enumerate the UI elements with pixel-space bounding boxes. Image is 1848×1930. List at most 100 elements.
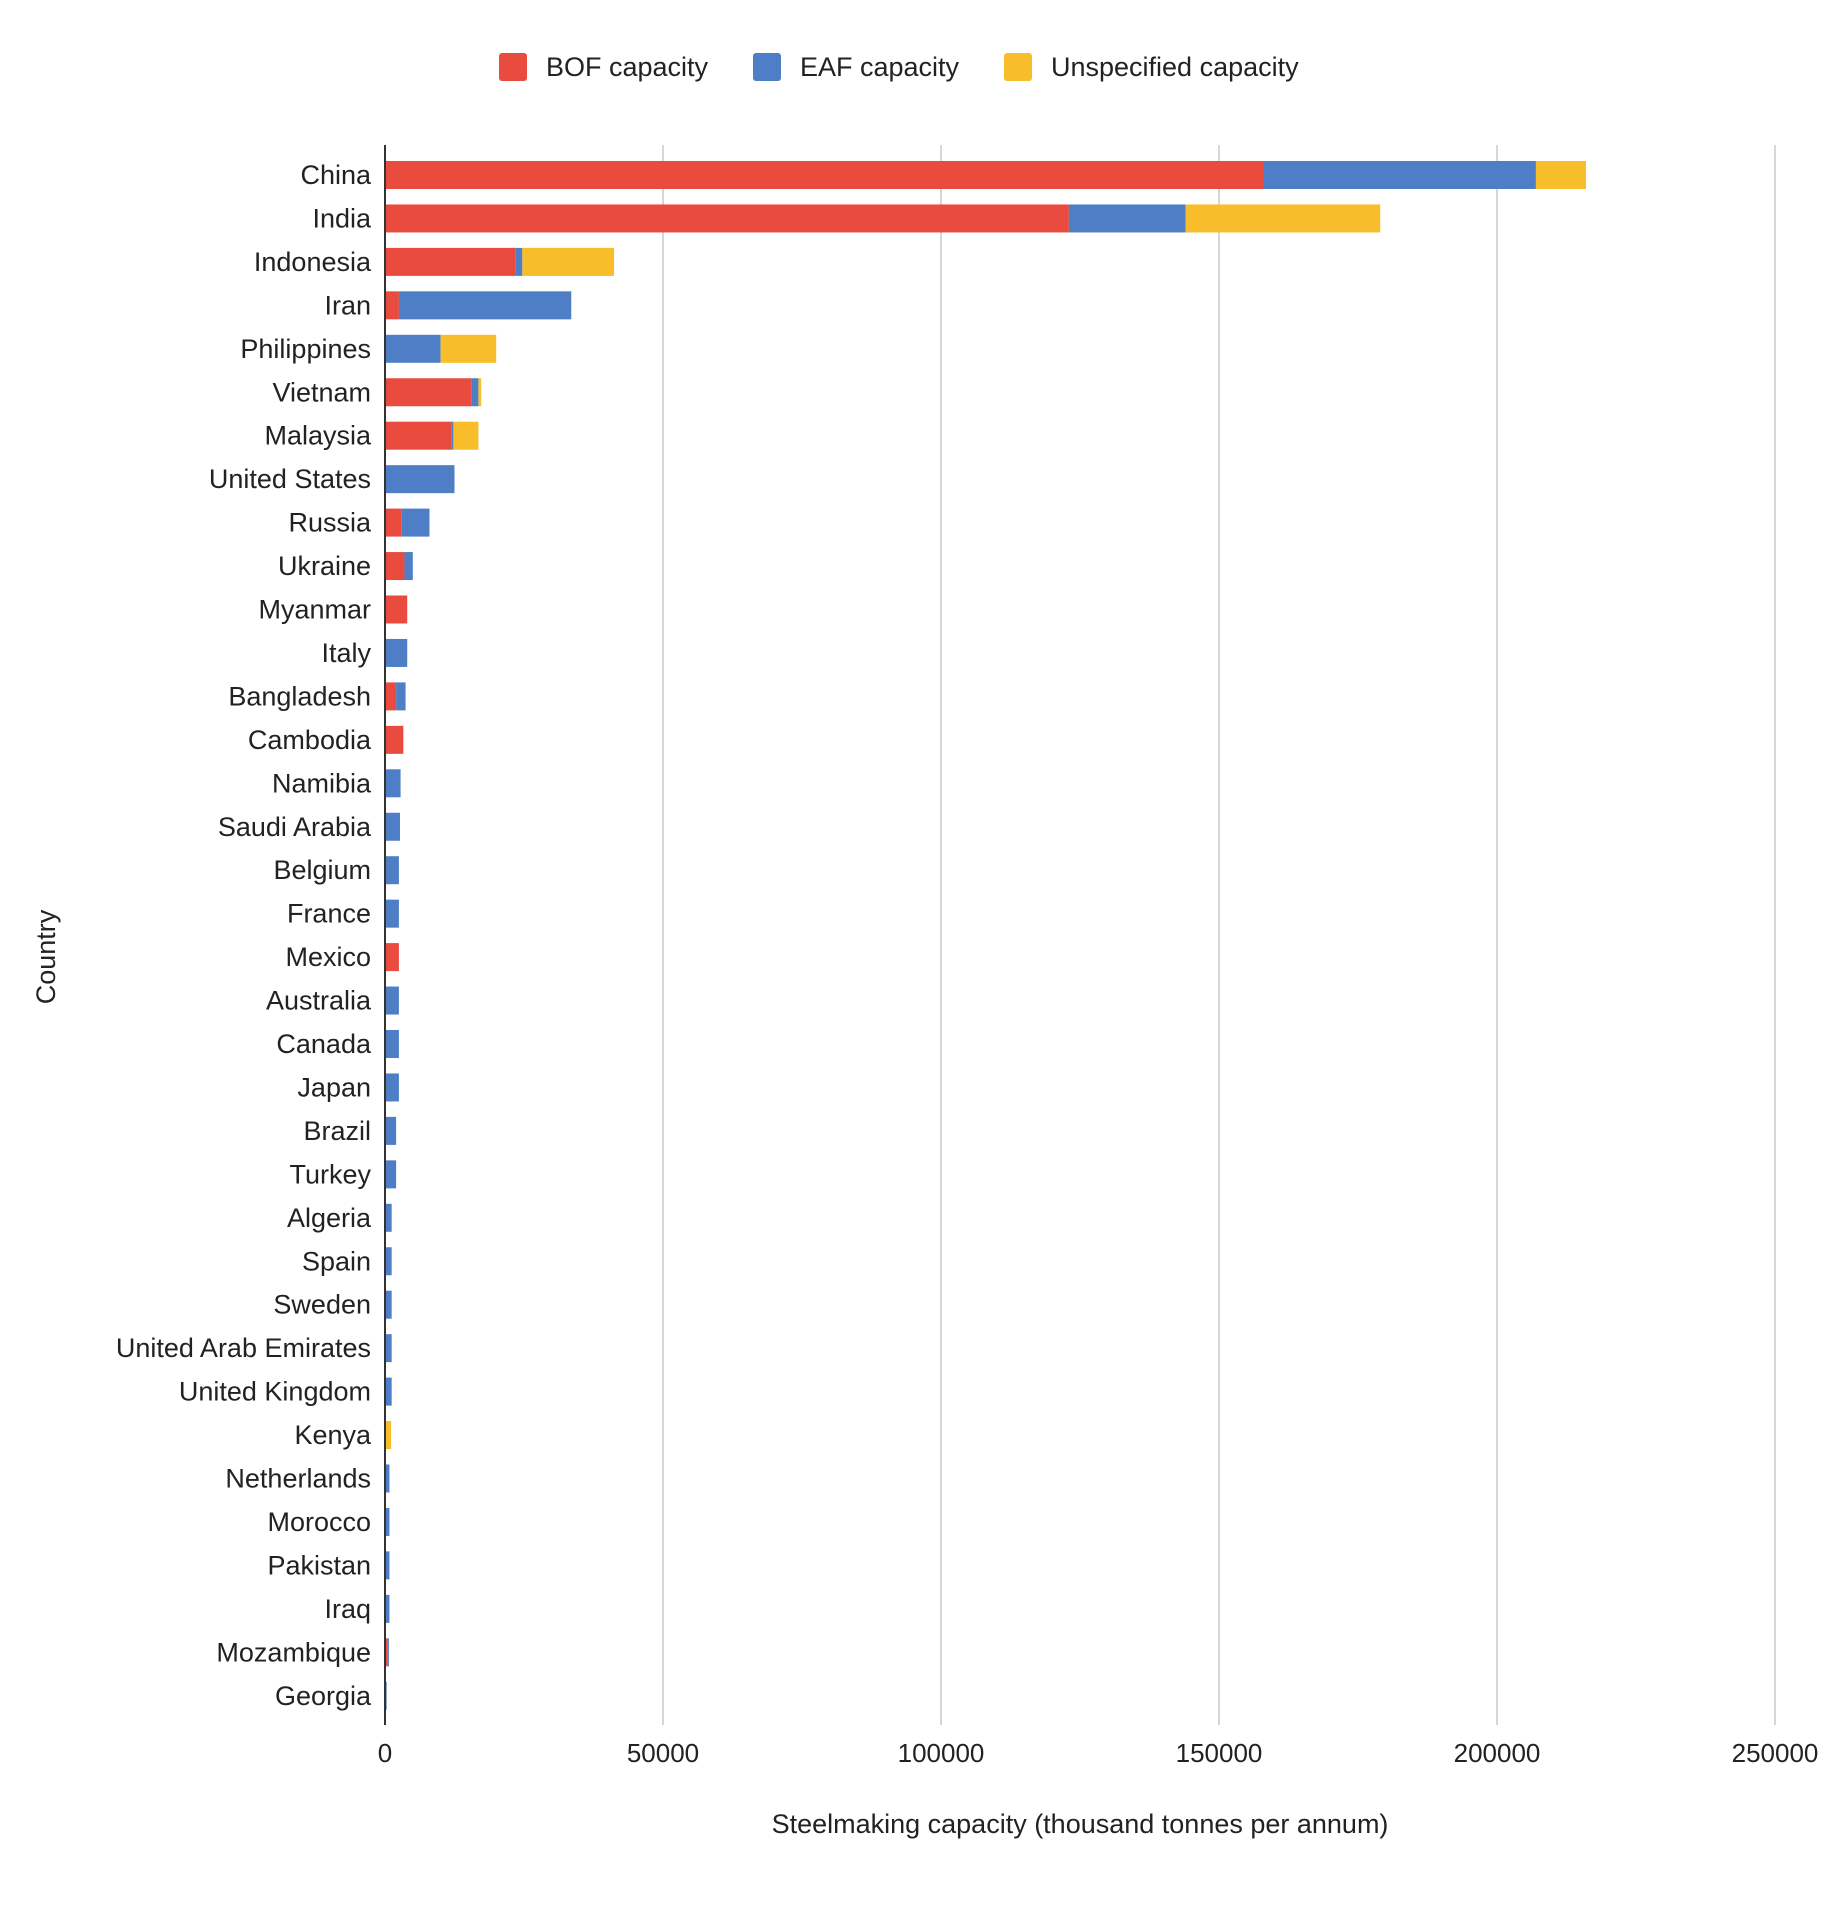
bar-sweden-eaf-capacity [385, 1290, 392, 1319]
legend-label-bof-capacity: BOF capacity [546, 52, 709, 82]
bar-myanmar-bof-capacity [385, 595, 408, 624]
legend-label-unspecified-capacity: Unspecified capacity [1051, 52, 1299, 82]
legend-swatch-eaf-capacity [753, 53, 781, 81]
bars [385, 161, 1586, 1710]
x-tick-label-50000: 50000 [627, 1738, 699, 1768]
category-label-mexico: Mexico [285, 942, 371, 972]
legend-item-unspecified-capacity: Unspecified capacity [1004, 52, 1299, 82]
legend-item-eaf-capacity: EAF capacity [753, 52, 960, 82]
legend-swatch-bof-capacity [499, 53, 527, 81]
category-label-indonesia: Indonesia [254, 247, 372, 277]
bar-china-eaf-capacity [1263, 161, 1536, 189]
bar-spain-eaf-capacity [385, 1247, 392, 1276]
category-label-japan: Japan [297, 1072, 371, 1102]
category-label-france: France [287, 899, 371, 929]
category-label-turkey: Turkey [289, 1159, 371, 1189]
bar-china-unspecified-capacity [1535, 161, 1586, 189]
category-labels: China India Indonesia Iran Philippines Vietna… [116, 160, 372, 1711]
category-label-iran: Iran [324, 290, 371, 320]
category-label-netherlands: Netherlands [225, 1464, 371, 1494]
category-label-belgium: Belgium [273, 855, 371, 885]
bar-iran-bof-capacity [385, 291, 399, 320]
bar-canada-eaf-capacity [385, 1030, 399, 1058]
bar-indonesia-eaf-capacity [515, 247, 523, 276]
bar-pakistan-eaf-capacity [385, 1551, 390, 1580]
bar-philippines-eaf-capacity [385, 334, 441, 363]
bar-russia-bof-capacity [385, 508, 402, 537]
bar-cambodia-bof-capacity [385, 725, 404, 754]
category-label-brazil: Brazil [303, 1116, 371, 1146]
bar-kenya-unspecified-capacity [385, 1421, 392, 1450]
y-axis-title: Country [31, 909, 61, 1004]
bar-united-arab-emirates-eaf-capacity [385, 1334, 392, 1363]
bar-malaysia-eaf-capacity [451, 421, 454, 450]
bar-china-bof-capacity [385, 161, 1264, 189]
category-label-namibia: Namibia [272, 768, 372, 798]
category-label-georgia: Georgia [275, 1681, 372, 1711]
bar-india-unspecified-capacity [1185, 204, 1381, 233]
x-tick-labels: 0 50000 100000 150000 200000 250000 [378, 1738, 1819, 1768]
category-label-malaysia: Malaysia [264, 421, 372, 451]
category-label-united-arab-emirates: United Arab Emirates [116, 1333, 371, 1363]
bar-italy-eaf-capacity [385, 638, 408, 667]
category-label-russia: Russia [288, 508, 372, 538]
bar-mozambique-bof-capacity [385, 1638, 388, 1667]
bar-bangladesh-eaf-capacity [396, 682, 406, 711]
category-label-philippines: Philippines [240, 334, 371, 364]
category-label-china: China [300, 160, 372, 190]
x-axis-title: Steelmaking capacity (thousand tonnes pe… [772, 1809, 1389, 1839]
bar-brazil-eaf-capacity [385, 1116, 397, 1145]
bar-malaysia-bof-capacity [385, 421, 452, 450]
bar-france-eaf-capacity [385, 899, 399, 928]
category-label-algeria: Algeria [287, 1203, 372, 1233]
category-label-ukraine: Ukraine [278, 551, 371, 581]
category-label-bangladesh: Bangladesh [228, 681, 371, 711]
bar-bangladesh-bof-capacity [385, 682, 397, 711]
legend: BOF capacity EAF capacity Unspecified capa… [499, 52, 1299, 82]
category-label-myanmar: Myanmar [258, 595, 371, 625]
bar-russia-eaf-capacity [401, 508, 430, 537]
bar-indonesia-bof-capacity [385, 247, 516, 276]
bar-ukraine-eaf-capacity [404, 552, 413, 581]
bar-india-eaf-capacity [1068, 204, 1186, 233]
bar-australia-eaf-capacity [385, 986, 399, 1015]
x-tick-label-150000: 150000 [1176, 1738, 1263, 1768]
category-label-india: India [312, 203, 372, 233]
x-tick-label-200000: 200000 [1454, 1738, 1541, 1768]
category-label-spain: Spain [302, 1246, 371, 1276]
bar-vietnam-unspecified-capacity [478, 378, 482, 407]
bar-ukraine-bof-capacity [385, 552, 405, 581]
bar-morocco-eaf-capacity [385, 1507, 390, 1536]
bar-vietnam-bof-capacity [385, 378, 472, 407]
category-label-canada: Canada [276, 1029, 372, 1059]
bar-mozambique-eaf-capacity [387, 1638, 389, 1667]
category-label-italy: Italy [321, 638, 371, 668]
bar-malaysia-unspecified-capacity [453, 421, 479, 450]
category-label-pakistan: Pakistan [267, 1550, 371, 1580]
x-tick-label-100000: 100000 [898, 1738, 985, 1768]
legend-swatch-unspecified-capacity [1004, 53, 1032, 81]
bar-mexico-bof-capacity [385, 943, 399, 972]
category-label-mozambique: Mozambique [216, 1637, 371, 1667]
bar-algeria-eaf-capacity [385, 1203, 392, 1232]
bar-japan-eaf-capacity [385, 1073, 399, 1102]
bar-iraq-eaf-capacity [385, 1594, 390, 1623]
bar-netherlands-eaf-capacity [385, 1464, 390, 1493]
bar-turkey-eaf-capacity [385, 1160, 397, 1189]
bar-united-kingdom-eaf-capacity [385, 1377, 392, 1406]
x-tick-label-0: 0 [378, 1738, 392, 1768]
bar-saudi-arabia-eaf-capacity [385, 812, 401, 841]
bar-vietnam-eaf-capacity [471, 378, 479, 407]
category-label-kenya: Kenya [294, 1420, 372, 1450]
category-label-australia: Australia [266, 986, 372, 1016]
category-label-saudi-arabia: Saudi Arabia [218, 812, 372, 842]
bar-india-bof-capacity [385, 204, 1069, 233]
bar-belgium-eaf-capacity [385, 856, 399, 885]
bar-iran-eaf-capacity [398, 291, 572, 320]
bar-namibia-eaf-capacity [385, 769, 401, 798]
category-label-united-kingdom: United Kingdom [179, 1377, 371, 1407]
bar-philippines-unspecified-capacity [440, 334, 497, 363]
category-label-united-states: United States [209, 464, 371, 494]
gridlines [662, 145, 1776, 1725]
